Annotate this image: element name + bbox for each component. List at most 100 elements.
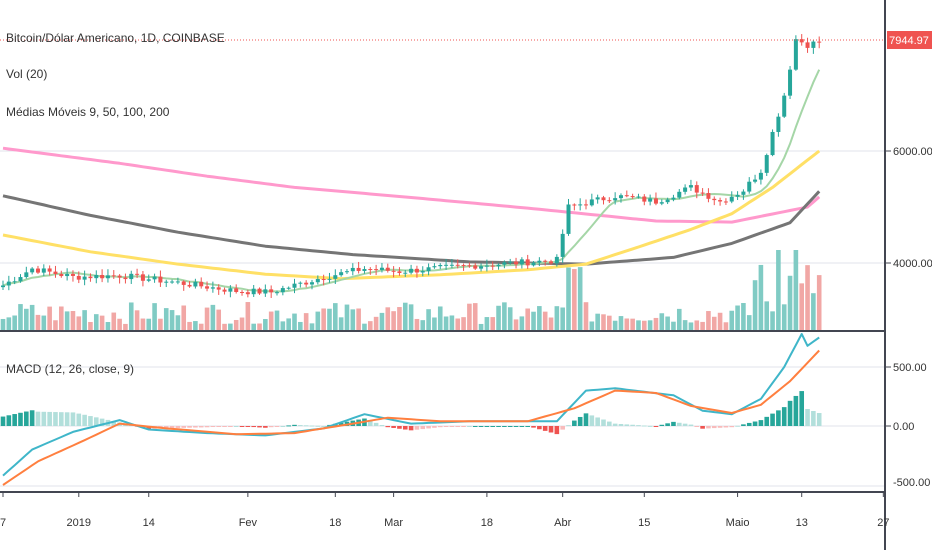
macd-histogram-bar xyxy=(280,426,286,427)
volume-bar xyxy=(338,317,344,330)
volume-bar xyxy=(414,318,420,330)
candle xyxy=(677,191,682,198)
macd-histogram xyxy=(0,391,822,435)
candle xyxy=(519,259,524,265)
volume-bar xyxy=(24,308,29,330)
volume-bar xyxy=(688,322,694,330)
candle xyxy=(718,200,723,202)
candle xyxy=(531,262,536,266)
candle xyxy=(315,279,320,283)
macd-histogram-bar xyxy=(64,412,70,426)
symbol-title[interactable]: Bitcoin/Dólar Americano, 1D, COINBASE xyxy=(6,31,225,45)
volume-bar xyxy=(350,309,356,330)
macd-histogram-bar xyxy=(490,426,496,427)
volume-bar xyxy=(781,304,787,330)
macd-histogram-bar xyxy=(426,426,431,429)
volume-bar xyxy=(723,322,729,330)
macd-histogram-bar xyxy=(292,424,297,426)
macd-histogram-bar xyxy=(770,413,775,426)
volume-bar xyxy=(216,309,222,330)
macd-histogram-bar xyxy=(472,426,478,427)
time-axis[interactable]: 7 2019 14 Fev 18 Mar 18 Abr 15 Maio 13 27 xyxy=(0,492,889,529)
macd-histogram-bar xyxy=(665,423,670,426)
macd-histogram-bar xyxy=(717,426,723,428)
macd-histogram-bar xyxy=(461,426,466,427)
candle xyxy=(222,289,227,292)
volume-bar xyxy=(577,267,583,330)
macd-histogram-bar xyxy=(741,424,746,426)
volume-bar xyxy=(595,313,600,330)
volume-legend[interactable]: Vol (20) xyxy=(6,67,47,81)
macd-histogram-bar xyxy=(467,426,472,427)
time-tick-label: 7 xyxy=(0,517,6,529)
macd-histogram-bar xyxy=(76,413,82,426)
candle xyxy=(129,273,134,280)
candle xyxy=(12,281,17,283)
macd-histogram-bar xyxy=(781,407,787,426)
volume-bar xyxy=(146,318,152,330)
volume-bar xyxy=(187,321,192,330)
candle xyxy=(595,197,600,200)
candle xyxy=(356,267,361,271)
ma50-line xyxy=(2,149,821,281)
volume-bar xyxy=(321,308,326,330)
volume-bar xyxy=(70,311,76,330)
macd-histogram-bar xyxy=(746,422,752,426)
time-tick-label: 14 xyxy=(143,517,155,529)
candle xyxy=(543,260,548,262)
candle xyxy=(578,204,583,206)
macd-histogram-bar xyxy=(379,425,385,427)
macd-histogram-bar xyxy=(706,426,711,429)
candle xyxy=(770,131,775,156)
macd-histogram-bar xyxy=(449,426,455,427)
volume-bar xyxy=(665,316,670,330)
candle xyxy=(642,196,647,202)
macd-histogram-bar xyxy=(636,425,641,427)
volume-bar xyxy=(362,323,367,330)
volume-bar xyxy=(746,315,752,330)
volume-bar xyxy=(134,310,140,330)
candle xyxy=(181,281,186,285)
candle xyxy=(758,172,763,180)
volume-bar xyxy=(805,265,810,330)
macd-histogram-bar xyxy=(595,417,600,426)
candle xyxy=(304,282,309,285)
candle xyxy=(776,116,781,132)
macd-histogram-bar xyxy=(163,426,169,429)
volume-bar xyxy=(711,316,717,330)
volume-bar xyxy=(35,314,41,330)
macd-histogram-bar xyxy=(187,426,192,428)
volume-bar xyxy=(76,316,82,330)
candle xyxy=(251,288,256,295)
candle xyxy=(82,276,87,280)
candle xyxy=(671,197,676,200)
macd-histogram-bar xyxy=(315,425,321,427)
volume-bar xyxy=(618,316,624,330)
candle xyxy=(618,195,623,199)
volume-bar xyxy=(537,306,542,330)
candle xyxy=(525,259,530,266)
volume-bar xyxy=(99,315,105,330)
candle xyxy=(327,278,332,280)
candle xyxy=(6,281,11,286)
macd-histogram-bar xyxy=(525,426,530,427)
candle xyxy=(298,282,303,284)
macd-legend[interactable]: MACD (12, 26, close, 9) xyxy=(6,362,134,376)
price-axis[interactable] xyxy=(886,0,932,550)
macd-histogram-bar xyxy=(59,412,64,426)
candle xyxy=(123,277,128,280)
candle xyxy=(18,277,23,282)
macd-histogram-bar xyxy=(478,426,484,427)
volume-bar xyxy=(484,317,490,330)
volume-bar xyxy=(385,307,391,330)
candle xyxy=(391,270,396,272)
macd-histogram-bar xyxy=(816,413,822,426)
volume-bar xyxy=(770,311,775,330)
ma-legend[interactable]: Médias Móveis 9, 50, 100, 200 xyxy=(6,105,170,119)
volume-bars xyxy=(0,250,822,330)
volume-bar xyxy=(455,318,461,330)
candle xyxy=(286,287,291,289)
candle xyxy=(234,288,239,292)
candle xyxy=(706,193,711,199)
macd-histogram-bar xyxy=(228,426,233,427)
